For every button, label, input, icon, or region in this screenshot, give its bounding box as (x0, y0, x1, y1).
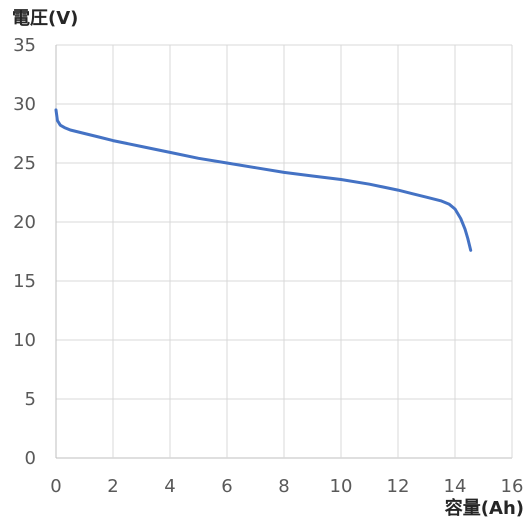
grid (55, 44, 513, 459)
tick-labels: 0 5 10 15 20 25 30 35 0 2 4 6 8 10 12 14 16 (13, 35, 523, 497)
x-tick-label: 8 (278, 476, 289, 497)
y-tick-label: 10 (13, 330, 36, 351)
y-tick-label: 5 (25, 389, 36, 410)
y-tick-label: 30 (13, 94, 36, 115)
y-tick-label: 35 (13, 35, 36, 56)
x-tick-label: 6 (221, 476, 232, 497)
x-tick-label: 4 (164, 476, 175, 497)
x-tick-label: 0 (50, 476, 61, 497)
x-tick-label: 12 (387, 476, 410, 497)
series-line (54, 108, 473, 252)
series (54, 108, 473, 252)
x-tick-label: 16 (501, 476, 524, 497)
y-axis-title: 電圧(V) (12, 8, 78, 29)
x-tick-label: 14 (444, 476, 467, 497)
x-tick-label: 10 (330, 476, 353, 497)
x-tick-label: 2 (107, 476, 118, 497)
y-tick-label: 15 (13, 271, 36, 292)
y-tick-label: 20 (13, 212, 36, 233)
y-tick-label: 25 (13, 153, 36, 174)
x-axis-title: 容量(Ah) (445, 497, 524, 519)
y-tick-label: 0 (25, 448, 36, 469)
